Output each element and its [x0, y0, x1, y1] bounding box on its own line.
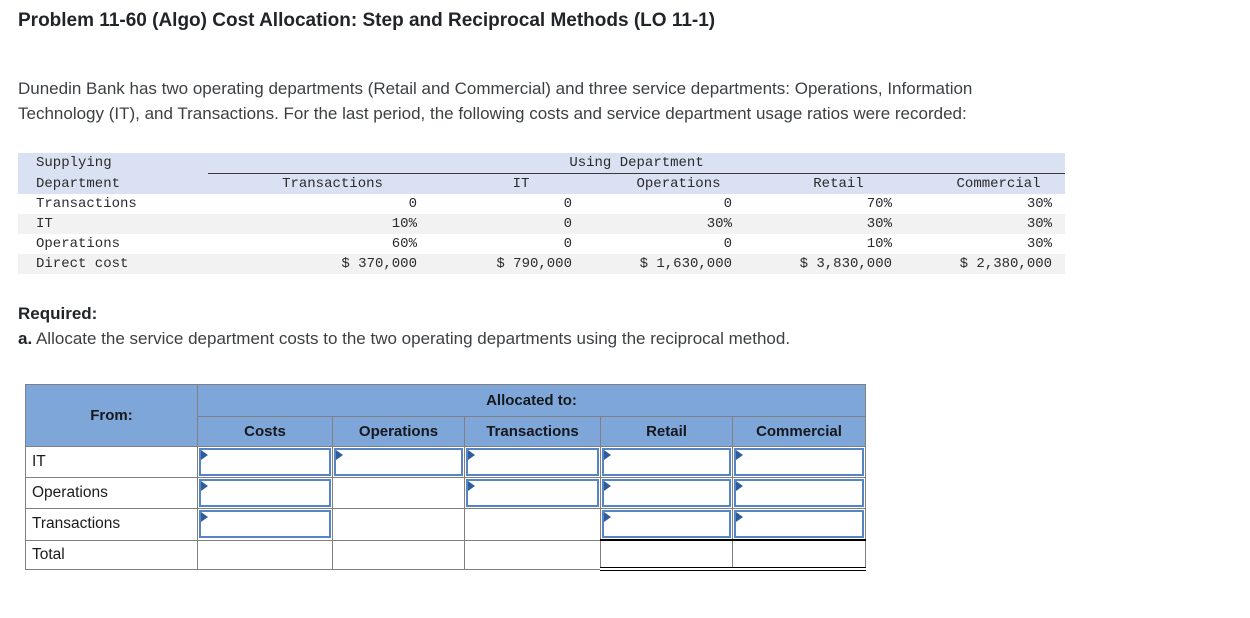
- from-header: From:: [25, 384, 198, 447]
- usage-value: $ 1,630,000: [585, 254, 745, 274]
- required-item-letter: a.: [18, 329, 33, 348]
- usage-value: 0: [723, 236, 732, 252]
- usage-value: 10%: [208, 214, 430, 234]
- usage-value: 0: [430, 214, 585, 234]
- usage-row-it: IT 10% 0 30% 30% 30%: [18, 214, 1066, 234]
- answer-col-operations: Operations: [332, 416, 465, 447]
- answer-input-it-commercial[interactable]: [734, 448, 864, 476]
- usage-value: $ 370,000: [208, 254, 430, 274]
- answer-marker-icon: [604, 450, 611, 460]
- answer-row-it: IT: [25, 446, 866, 478]
- answer-input-transactions-commercial[interactable]: [734, 510, 864, 538]
- empty-cell: [332, 477, 465, 509]
- answer-input-it-retail[interactable]: [602, 448, 731, 476]
- row-label: Operations: [36, 236, 121, 252]
- answer-col-commercial: Commercial: [732, 416, 866, 447]
- answer-col-transactions: Transactions: [464, 416, 601, 447]
- answer-row-label: IT: [25, 446, 198, 478]
- usage-col-operations: Operations: [585, 173, 745, 194]
- answer-row-label: Transactions: [25, 508, 198, 541]
- usage-value: $ 2,380,000: [905, 254, 1066, 274]
- answer-marker-icon: [201, 512, 208, 523]
- usage-value: 10%: [866, 236, 892, 252]
- answer-input-operations-retail[interactable]: [602, 479, 731, 507]
- usage-ratios-table: Supplying Using Department Department Tr…: [18, 153, 1066, 274]
- total-commercial-cell: [732, 539, 866, 571]
- answer-input-operations-transactions[interactable]: [466, 479, 599, 507]
- supplying-header-line2: Department: [18, 173, 208, 194]
- usage-value: 0: [563, 236, 572, 252]
- answer-marker-icon: [468, 450, 475, 460]
- answer-row-transactions: Transactions: [25, 508, 866, 541]
- answer-row-label: Total: [25, 539, 198, 570]
- usage-value: 30%: [745, 214, 905, 234]
- answer-marker-icon: [201, 481, 208, 491]
- allocated-to-header: Allocated to:: [197, 384, 866, 417]
- usage-value: 0: [408, 196, 417, 212]
- answer-header-row-1: From: Allocated to:: [25, 384, 866, 447]
- usage-value: 30%: [585, 214, 745, 234]
- usage-row-direct-cost: Direct cost $ 370,000 $ 790,000 $ 1,630,…: [18, 254, 1066, 274]
- empty-cell: [464, 539, 601, 570]
- usage-header-row-2: Department Transactions IT Operations Re…: [18, 173, 1066, 194]
- usage-value: 30%: [1026, 236, 1053, 252]
- answer-marker-icon: [604, 512, 611, 522]
- allocation-answer-table: From: Allocated to: Costs Operations Tra…: [25, 384, 866, 571]
- answer-input-it-transactions[interactable]: [466, 448, 599, 476]
- empty-cell: [197, 539, 333, 570]
- answer-marker-icon: [736, 450, 743, 460]
- usage-row-operations: Operations 60% 0 0 10% 30%: [18, 234, 1065, 254]
- usage-value: 0: [563, 196, 572, 212]
- usage-col-retail: Retail: [745, 173, 905, 194]
- answer-input-transactions-costs[interactable]: [199, 510, 331, 539]
- answer-marker-icon: [201, 450, 208, 460]
- supplying-header-line1: Supplying: [18, 153, 208, 174]
- answer-row-label: Operations: [25, 477, 198, 509]
- intro-line-2: Technology (IT), and Transactions. For t…: [18, 104, 967, 123]
- answer-input-it-costs[interactable]: [199, 448, 331, 476]
- answer-input-it-operations[interactable]: [334, 448, 463, 476]
- answer-input-operations-costs[interactable]: [199, 479, 331, 507]
- usage-value: 0: [723, 196, 732, 212]
- answer-input-transactions-retail[interactable]: [602, 510, 731, 538]
- empty-cell: [464, 508, 601, 541]
- answer-row-operations: Operations: [25, 477, 866, 509]
- intro-paragraph: Dunedin Bank has two operating departmen…: [18, 76, 1232, 126]
- row-label: Direct cost: [18, 254, 208, 274]
- usage-value: 30%: [1026, 196, 1053, 212]
- usage-col-it: IT: [430, 173, 585, 194]
- required-item-a: a. Allocate the service department costs…: [18, 326, 1250, 351]
- usage-value: 60%: [391, 236, 417, 252]
- using-department-header: Using Department: [208, 153, 1066, 174]
- answer-marker-icon: [336, 450, 343, 460]
- usage-value: 30%: [905, 214, 1066, 234]
- answer-header-row-2: Costs Operations Transactions Retail Com…: [26, 416, 866, 447]
- usage-header-row-1: Supplying Using Department: [18, 153, 1066, 174]
- required-item-text: Allocate the service department costs to…: [32, 329, 791, 348]
- answer-marker-icon: [604, 481, 611, 491]
- answer-marker-icon: [468, 481, 475, 491]
- total-retail-cell: [600, 539, 733, 571]
- usage-col-commercial: Commercial: [905, 173, 1066, 194]
- answer-col-costs: Costs: [197, 416, 333, 447]
- empty-cell: [332, 508, 465, 541]
- problem-title: Problem 11-60 (Algo) Cost Allocation: St…: [18, 10, 716, 31]
- row-label: IT: [18, 214, 208, 234]
- usage-value: $ 3,830,000: [745, 254, 905, 274]
- answer-input-operations-commercial[interactable]: [734, 479, 864, 507]
- answer-row-total: Total: [25, 539, 866, 571]
- usage-value: $ 790,000: [430, 254, 585, 274]
- usage-value: 70%: [866, 196, 892, 212]
- usage-row-transactions: Transactions 0 0 0 70% 30%: [18, 194, 1065, 214]
- answer-col-retail: Retail: [600, 416, 733, 447]
- row-label: Transactions: [36, 196, 137, 212]
- usage-col-transactions: Transactions: [208, 173, 430, 194]
- answer-marker-icon: [736, 512, 743, 522]
- intro-line-1: Dunedin Bank has two operating departmen…: [18, 79, 973, 98]
- empty-cell: [332, 539, 465, 570]
- required-heading: Required:: [18, 304, 98, 323]
- required-section: Required: a. Allocate the service depart…: [18, 301, 1250, 351]
- answer-marker-icon: [736, 481, 743, 491]
